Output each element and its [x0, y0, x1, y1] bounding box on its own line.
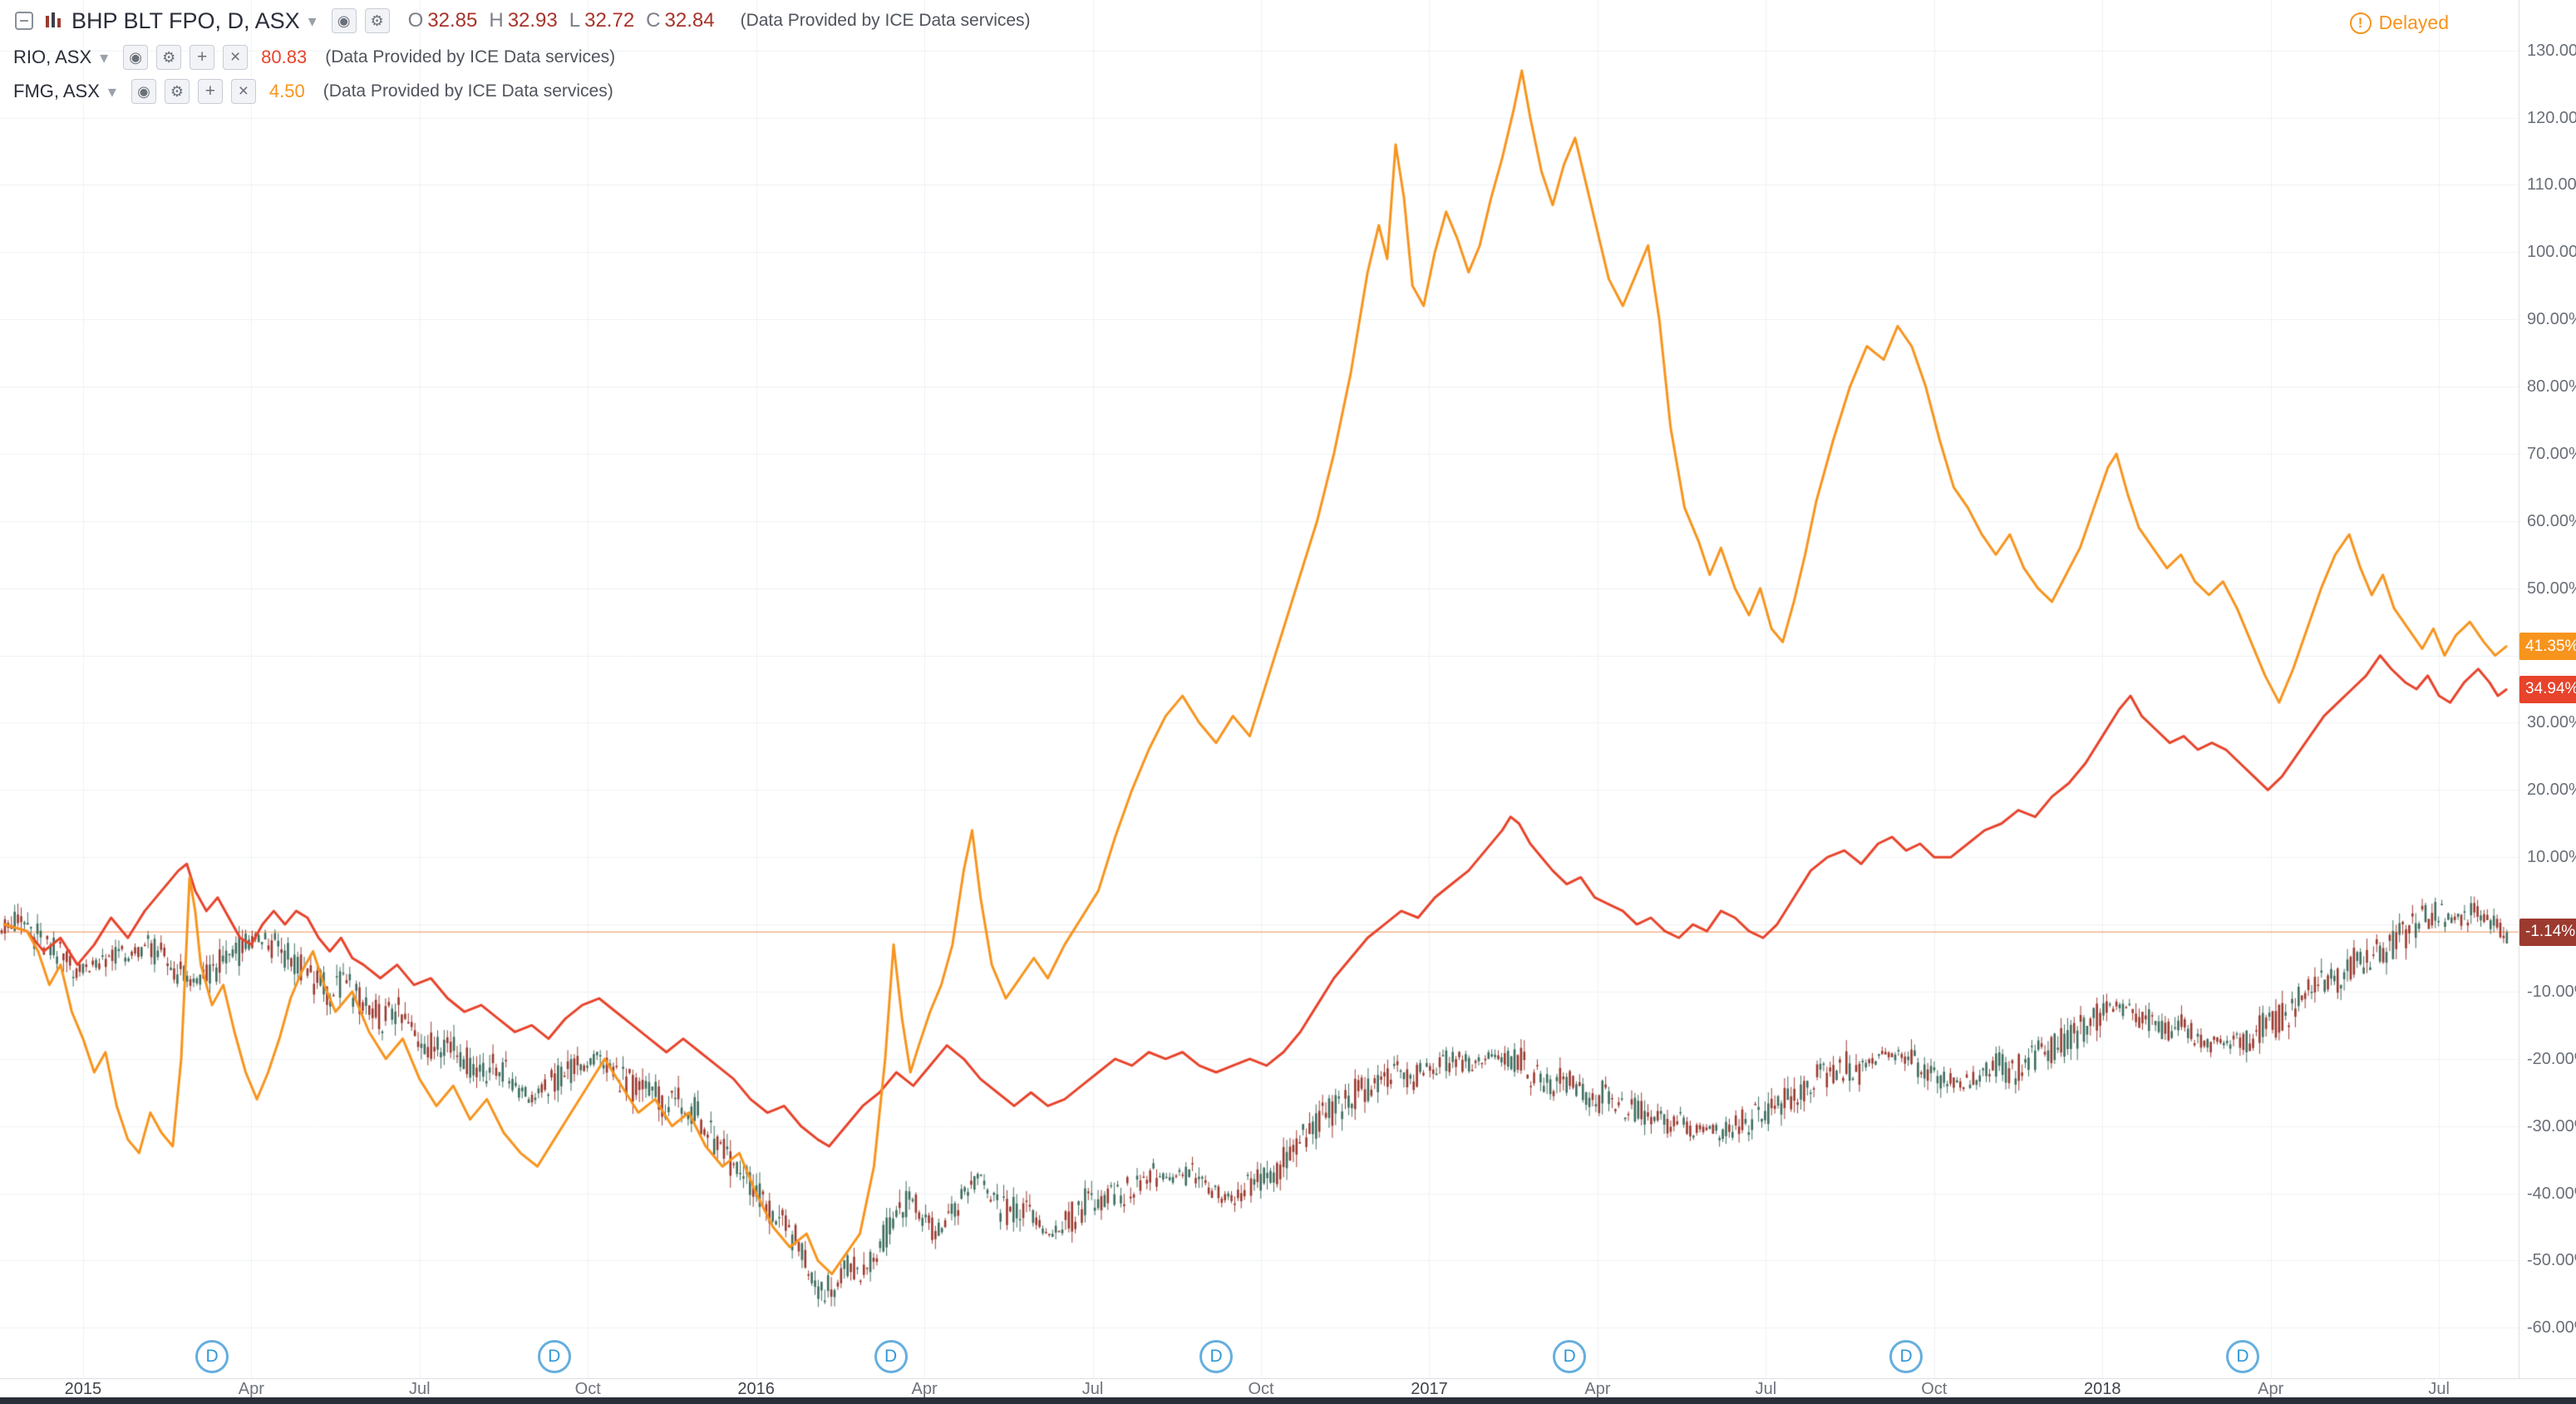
- data-provider-note: (Data Provided by ICE Data services): [740, 11, 1031, 30]
- low-label: L: [569, 9, 581, 32]
- y-axis-label: 110.00%: [2527, 175, 2576, 195]
- close-label: C: [646, 9, 661, 32]
- x-axis-label: 2016: [737, 1380, 775, 1398]
- open-label: O: [407, 9, 424, 32]
- compare-symbol-title[interactable]: RIO, ASX: [13, 47, 92, 67]
- x-axis-label: Jul: [1755, 1380, 1777, 1398]
- y-axis-label: 130.00%: [2527, 41, 2576, 60]
- open-value: 32.85: [427, 9, 478, 32]
- price-axis[interactable]: 130.00% 120.00% 110.00% 100.00% 90.00% 80.00%…: [2519, 0, 2576, 1378]
- data-provider-note: (Data Provided by ICE Data services): [325, 47, 616, 67]
- x-axis-label: Apr: [1584, 1380, 1611, 1398]
- y-axis-label: 100.00%: [2527, 243, 2576, 262]
- settings-button[interactable]: [156, 45, 182, 70]
- y-axis-label: -30.00%: [2527, 1116, 2576, 1136]
- series-type-icon: [46, 12, 61, 27]
- dividend-marker[interactable]: D: [1199, 1340, 1234, 1373]
- price-label-badge: 34.94%: [2519, 675, 2576, 703]
- x-axis-label: 2018: [2084, 1380, 2121, 1398]
- close-value: 32.84: [664, 9, 715, 32]
- add-icon[interactable]: [190, 45, 215, 70]
- high-value: 32.93: [507, 9, 558, 32]
- low-value: 32.72: [584, 9, 635, 32]
- delayed-badge[interactable]: Delayed: [2349, 12, 2449, 34]
- legend-row-compare-rio[interactable]: RIO, ASX 80.83 (Data Provided by ICE Dat…: [13, 44, 1031, 71]
- dividend-marker[interactable]: D: [1553, 1340, 1587, 1373]
- x-axis-label: Jul: [408, 1380, 431, 1398]
- visibility-toggle-button[interactable]: [131, 79, 156, 104]
- remove-icon[interactable]: [230, 79, 256, 104]
- collapse-icon[interactable]: [13, 10, 35, 32]
- y-axis-label: 80.00%: [2527, 377, 2576, 397]
- y-axis-label: -20.00%: [2527, 1049, 2576, 1068]
- x-axis-label: Oct: [1248, 1380, 1274, 1398]
- price-label-badge: -1.14%: [2519, 918, 2576, 946]
- x-axis-label: Apr: [2258, 1380, 2284, 1398]
- y-axis-label: 50.00%: [2527, 579, 2576, 598]
- y-axis-label: -40.00%: [2527, 1184, 2576, 1203]
- chart-canvas[interactable]: [0, 0, 2519, 1378]
- legend: BHP BLT FPO, D, ASX O 32.85 H 32.93 L 32…: [13, 5, 1031, 105]
- dividend-marker[interactable]: D: [195, 1340, 229, 1373]
- y-axis-label: 70.00%: [2527, 444, 2576, 463]
- x-axis-label: Oct: [1921, 1380, 1948, 1398]
- y-axis-label: -10.00%: [2527, 982, 2576, 1001]
- price-label-badge: 41.35%: [2519, 633, 2576, 661]
- visibility-toggle-button[interactable]: [331, 8, 357, 33]
- chevron-down-icon[interactable]: [100, 47, 115, 68]
- dividend-marker[interactable]: D: [1889, 1340, 1923, 1373]
- y-axis-label: 120.00%: [2527, 108, 2576, 127]
- time-axis[interactable]: 2015 Apr Jul Oct 2016 Apr Jul Oct 2017 Apr Jul Oct 2…: [0, 1378, 2576, 1398]
- remove-icon[interactable]: [223, 45, 249, 70]
- x-axis-label: Oct: [574, 1380, 601, 1398]
- exclamation-circle-icon: [2349, 12, 2372, 34]
- high-label: H: [489, 9, 504, 32]
- settings-button[interactable]: [364, 8, 390, 33]
- ohlc-readout: O 32.85 H 32.93 L 32.72 C 32.84: [408, 9, 722, 32]
- x-axis-label: Apr: [911, 1380, 938, 1398]
- x-axis-label: Jul: [1081, 1380, 1104, 1398]
- x-axis-label: Jul: [2428, 1380, 2450, 1398]
- compare-symbol-value: 4.50: [268, 81, 305, 101]
- dividend-marker[interactable]: D: [874, 1340, 908, 1373]
- y-axis-label: 30.00%: [2527, 713, 2576, 732]
- dividend-marker[interactable]: D: [2225, 1340, 2259, 1373]
- y-axis-label: 90.00%: [2527, 310, 2576, 329]
- data-provider-note: (Data Provided by ICE Data services): [323, 81, 613, 101]
- compare-symbol-value: 80.83: [261, 47, 308, 67]
- dividend-marker[interactable]: D: [537, 1340, 571, 1373]
- price-chart: D D D D D D D BHP BLT FPO, D, ASX O 32.85 H 32…: [0, 0, 2519, 1378]
- main-symbol-title[interactable]: BHP BLT FPO, D, ASX: [71, 7, 300, 33]
- bottom-toolbar-edge: [0, 1397, 2576, 1404]
- x-axis-label: Apr: [238, 1380, 264, 1398]
- visibility-toggle-button[interactable]: [123, 45, 149, 70]
- y-axis-label: 10.00%: [2527, 848, 2576, 867]
- chevron-down-icon[interactable]: [108, 81, 123, 102]
- delayed-label: Delayed: [2378, 12, 2449, 33]
- legend-row-compare-fmg[interactable]: FMG, ASX 4.50 (Data Provided by ICE Data…: [13, 78, 1031, 105]
- legend-row-main[interactable]: BHP BLT FPO, D, ASX O 32.85 H 32.93 L 32…: [13, 5, 1031, 37]
- y-axis-label: -60.00%: [2527, 1318, 2576, 1337]
- x-axis-label: 2015: [64, 1380, 102, 1398]
- y-axis-label: -50.00%: [2527, 1251, 2576, 1270]
- chevron-down-icon[interactable]: [308, 11, 323, 32]
- x-axis-label: 2017: [1411, 1380, 1448, 1398]
- compare-symbol-title[interactable]: FMG, ASX: [13, 81, 100, 101]
- y-axis-label: 60.00%: [2527, 511, 2576, 530]
- y-axis-label: 20.00%: [2527, 781, 2576, 800]
- settings-button[interactable]: [164, 79, 190, 104]
- add-icon[interactable]: [197, 79, 223, 104]
